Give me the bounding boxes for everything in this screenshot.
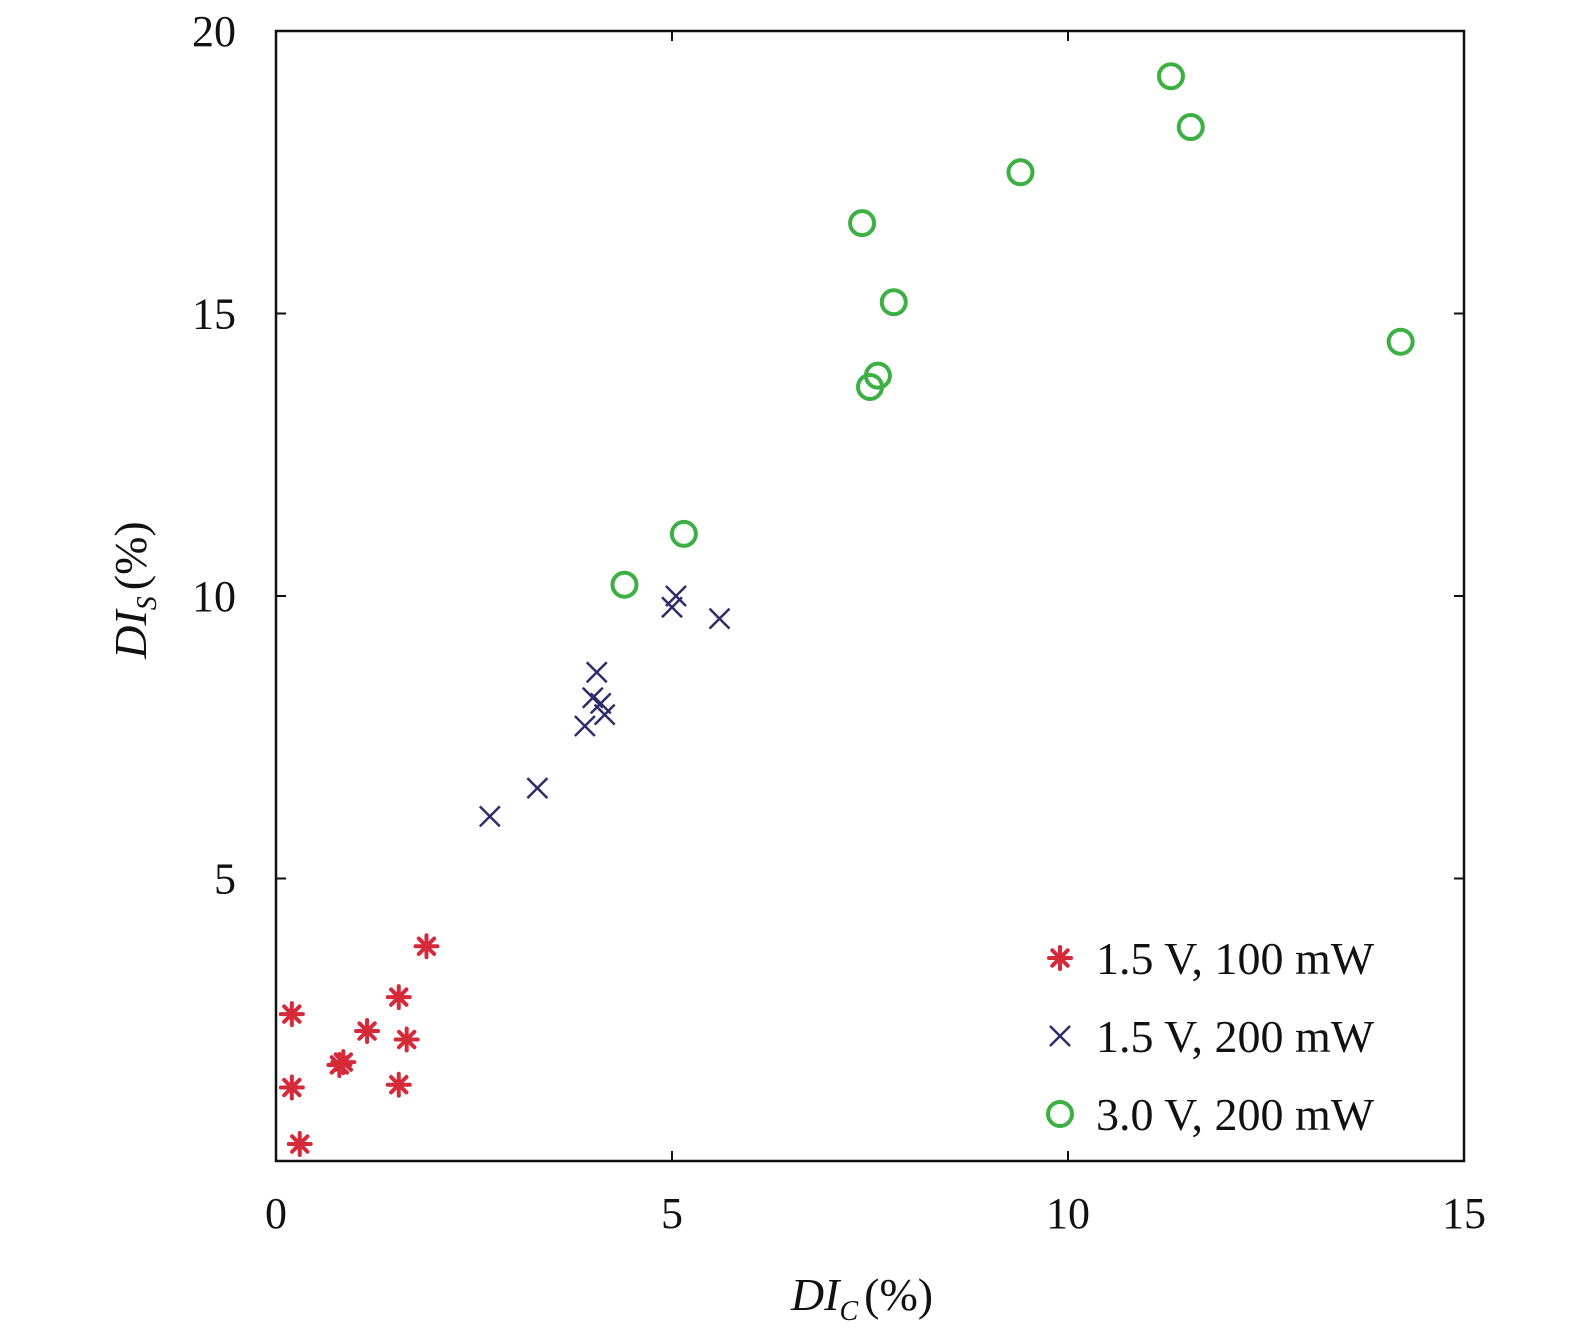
data-point [589,692,612,715]
y-axis-title: DIS (%) [105,521,163,660]
data-point [393,1026,420,1053]
data-point [385,984,412,1011]
series-1 [278,933,440,1158]
y-tick-label: 15 [192,290,236,339]
data-point [478,805,501,828]
data-point [1156,62,1185,91]
data-point [286,1131,313,1158]
x-axis-title-subscript: C [839,1296,858,1327]
legend-item-2: 1.5 V, 200 mW [1049,1011,1375,1062]
x-axis-title-main: DI [790,1269,842,1320]
data-point [863,361,892,390]
data-point [665,585,687,607]
legend-marker [1047,945,1073,971]
x-tick-label: 15 [1442,1189,1486,1238]
data-point [354,1018,381,1045]
data-point [1176,113,1205,142]
data-point [573,715,596,737]
data-point [585,661,608,684]
x-tick-label: 10 [1046,1189,1090,1238]
plot-frame [274,29,1466,1163]
legend-marker [1046,1100,1074,1128]
x-axis-title-unit: (%) [864,1269,933,1320]
data-point [413,933,440,960]
legend-label: 1.5 V, 100 mW [1096,933,1375,984]
plot-layer [278,62,1415,1158]
data-point [708,607,731,630]
series-2 [478,585,731,828]
y-axis-title-unit: (%) [105,521,156,590]
data-point [879,288,908,317]
legend-label: 3.0 V, 200 mW [1096,1089,1375,1140]
data-point [593,703,616,726]
data-point [669,519,698,548]
y-tick-label: 5 [214,855,236,904]
y-tick-label: 10 [192,572,236,621]
series-3 [610,62,1415,599]
data-point [610,570,639,599]
data-point [1006,158,1035,187]
data-point [330,1049,357,1076]
legend-item-1: 1.5 V, 100 mW [1047,933,1375,984]
legend-item-3: 3.0 V, 200 mW [1046,1089,1375,1140]
legend-label: 1.5 V, 200 mW [1096,1011,1375,1062]
x-tick-label: 0 [265,1189,287,1238]
data-point [278,1001,305,1028]
data-point [1386,327,1415,356]
data-point [661,596,683,619]
y-axis-title-subscript: S [132,596,163,610]
legend-marker [1049,1025,1071,1047]
data-point [278,1074,305,1101]
y-tick-label: 20 [192,7,236,56]
legend: 1.5 V, 100 mW 1.5 V, 200 mW 3.0 V, 200 mW [1046,933,1375,1140]
data-point [385,1071,412,1098]
x-tick-label: 5 [661,1189,683,1238]
data-point [526,777,549,799]
x-axis-title: DIC (%) [790,1269,933,1327]
y-axis-title-main: DI [105,608,156,660]
data-point [848,209,877,238]
